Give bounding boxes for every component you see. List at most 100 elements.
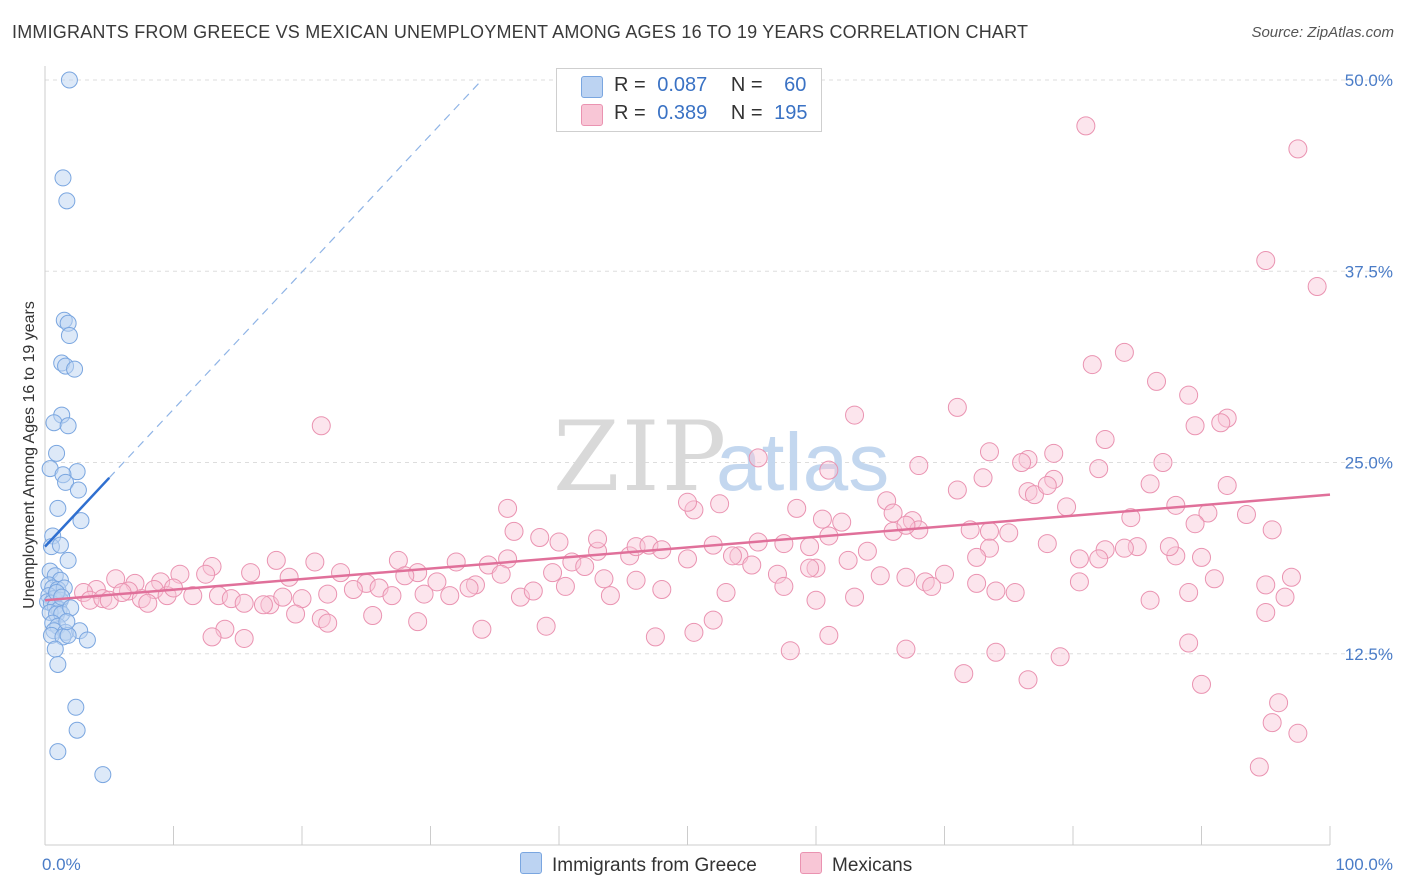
mexicans-point [1114, 538, 1134, 558]
legend-mex-n-value: 195 [774, 102, 808, 124]
mexicans-point [408, 612, 428, 632]
greece-trend-line [44, 476, 111, 548]
mexicans-point [318, 584, 338, 604]
greece-point [68, 721, 86, 739]
mexicans-point [973, 468, 993, 488]
mexicans-point [967, 573, 987, 593]
greece-point [59, 417, 77, 435]
watermark-zip: ZIP [553, 401, 728, 513]
mexicans-point [626, 570, 646, 590]
mexicans-points [74, 116, 1327, 777]
mexicans-point [536, 616, 556, 636]
mexicans-point [241, 563, 261, 583]
mexicans-point [729, 546, 749, 566]
greece-point [60, 327, 78, 345]
mexicans-point [780, 641, 800, 661]
mexicans-point [138, 593, 158, 613]
greece-point [72, 512, 90, 530]
mexicans-point [414, 584, 434, 604]
mexicans-point [1095, 540, 1115, 560]
y-tick-label: 25.0% [1345, 454, 1393, 473]
greece-point [66, 360, 84, 378]
greece-points [39, 71, 112, 784]
mexicans-point [1024, 485, 1044, 505]
mexicans-point [1089, 549, 1109, 569]
mexicans-point [954, 664, 974, 684]
mexicans-point [684, 500, 704, 520]
mexicans-point [877, 491, 897, 511]
greece-trend-extension [108, 79, 483, 479]
mexicans-point [1089, 459, 1109, 479]
trend-lines [44, 79, 1331, 602]
mexicans-point [1179, 385, 1199, 405]
mexicans-point [202, 557, 222, 577]
bottom-legend-mexicans: Mexicans [800, 852, 912, 877]
mexicans-point [832, 512, 852, 532]
x-tick-label-min: 0.0% [42, 855, 81, 874]
mexicans-point [446, 552, 466, 572]
mexicans-point [427, 572, 447, 592]
mexicans-point [549, 532, 569, 552]
mexicans-point [1288, 139, 1308, 159]
mexicans-point [279, 567, 299, 587]
mexicans-point [86, 579, 106, 599]
greece-point [94, 766, 112, 784]
y-tick-label: 12.5% [1345, 645, 1393, 664]
mexicans-point [800, 537, 820, 557]
mexicans-point [1012, 453, 1032, 472]
mexicans-point [896, 639, 916, 659]
mexicans-point [896, 567, 916, 587]
mexicans-point [1249, 757, 1269, 777]
mexicans-point [1262, 520, 1282, 540]
greece-point [58, 192, 76, 210]
mexicans-point [896, 515, 916, 535]
mexicans-point [1192, 674, 1211, 694]
mexicans-point [221, 589, 241, 609]
mexicans-point [767, 564, 787, 584]
mexicans-point [716, 583, 736, 603]
mexicans-point [947, 397, 967, 417]
mexicans-point [543, 563, 563, 583]
mexicans-point [1281, 567, 1301, 587]
mexicans-point [504, 521, 524, 541]
mexicans-point [1037, 475, 1057, 495]
mexicans-point [1018, 670, 1038, 690]
mexicans-point [1204, 569, 1224, 589]
legend-mex-r-label: R = [614, 102, 646, 124]
mexicans-point [286, 604, 306, 624]
mexicans-point [979, 521, 999, 541]
greece-point [54, 169, 72, 187]
mexicans-point [979, 442, 999, 462]
mexicans-point [1179, 583, 1199, 603]
greece-point [60, 71, 78, 89]
mexicans-point [1037, 534, 1057, 554]
mexicans-point [1153, 453, 1173, 472]
mexicans-point [774, 534, 794, 554]
mexicans-point [363, 606, 383, 625]
chart-title: IMMIGRANTS FROM GREECE VS MEXICAN UNEMPL… [12, 22, 1029, 42]
mexicans-point [305, 552, 325, 572]
x-tick-label-max: 100.0% [1335, 855, 1393, 874]
mexicans-point [1140, 474, 1160, 494]
greece-legend-swatch-icon [520, 852, 542, 874]
mexicans-point [1211, 413, 1231, 433]
watermark-atlas: atlas [716, 417, 889, 508]
greece-point [67, 698, 85, 716]
mexicans-point [710, 494, 730, 514]
mexicans-point [947, 480, 967, 500]
mexicans-point [253, 595, 273, 615]
mexicans-point [1307, 277, 1327, 297]
mexicans-point [311, 416, 331, 436]
legend-box: R = 0.087 N = 60 R = 0.389 N = 195 [556, 68, 822, 132]
mexicans-point [273, 587, 293, 607]
mexicans-point [1147, 371, 1167, 391]
mexicans-point [838, 550, 858, 570]
greece-point [69, 481, 87, 499]
mexicans-point [523, 581, 543, 601]
source-credit: Source: ZipAtlas.com [1251, 24, 1394, 41]
mexicans-point [845, 405, 865, 425]
y-axis-title: Unemployment Among Ages 16 to 19 years [21, 301, 38, 609]
mexicans-point [382, 586, 402, 606]
legend-greece-r-label: R = [614, 74, 646, 96]
